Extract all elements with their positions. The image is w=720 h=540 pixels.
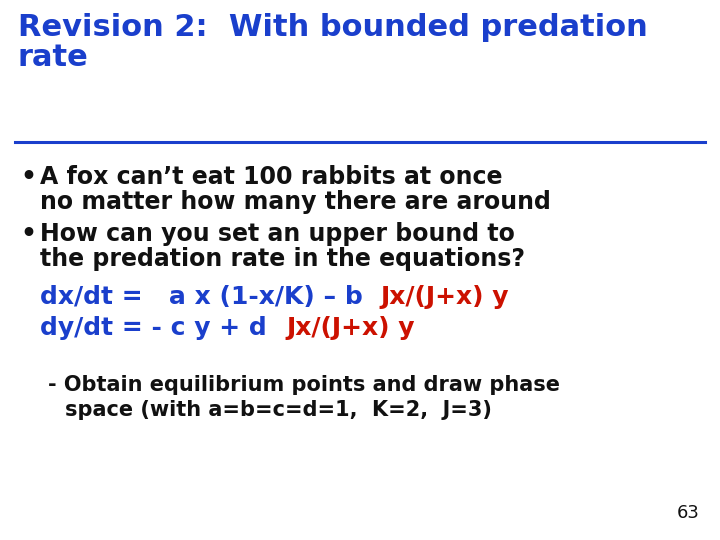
Text: dy/dt = - c y + d: dy/dt = - c y + d [40,316,276,340]
Text: 63: 63 [677,504,700,522]
Text: •: • [20,165,36,189]
Text: Jx/(J+x) y: Jx/(J+x) y [286,316,415,340]
Text: Revision 2:  With bounded predation: Revision 2: With bounded predation [18,13,648,42]
Text: rate: rate [18,43,89,72]
Text: •: • [20,222,36,246]
Text: - Obtain equilibrium points and draw phase: - Obtain equilibrium points and draw pha… [48,375,560,395]
Text: A fox can’t eat 100 rabbits at once: A fox can’t eat 100 rabbits at once [40,165,503,189]
Text: How can you set an upper bound to: How can you set an upper bound to [40,222,515,246]
Text: Jx/(J+x) y: Jx/(J+x) y [380,285,508,309]
Text: dx/dt =   a x (1-x/K) – b: dx/dt = a x (1-x/K) – b [40,285,372,309]
Text: the predation rate in the equations?: the predation rate in the equations? [40,247,525,271]
Text: no matter how many there are around: no matter how many there are around [40,190,551,214]
Text: space (with a=b=c=d=1,  K=2,  J=3): space (with a=b=c=d=1, K=2, J=3) [65,400,492,420]
